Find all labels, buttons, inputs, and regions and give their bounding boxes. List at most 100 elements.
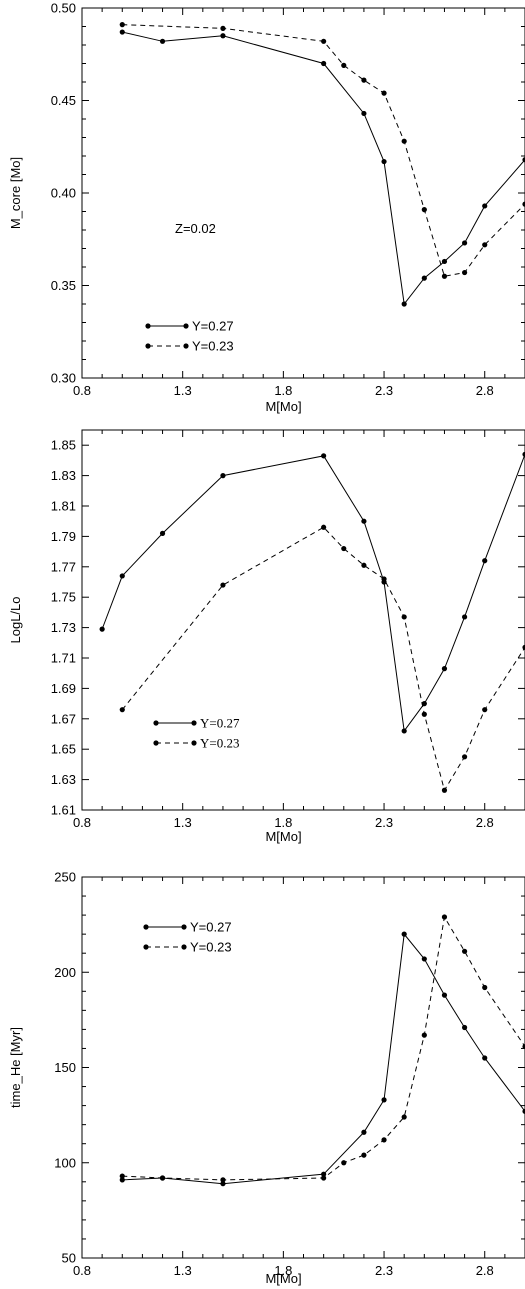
- data-point: [220, 582, 226, 588]
- data-point: [119, 707, 125, 713]
- series-line-1: [122, 31, 525, 306]
- y-tick-label: 1.75: [51, 590, 76, 605]
- legend-marker: [183, 343, 189, 349]
- y-tick-label: 100: [54, 1155, 76, 1170]
- y-tick-label: 1.85: [51, 438, 76, 453]
- data-point: [321, 38, 327, 44]
- y-tick-label: 0.35: [51, 278, 76, 293]
- x-axis-label: M[Mo]: [265, 829, 301, 844]
- series-line-2: [122, 915, 525, 1181]
- legend-label-1: Y=0.27: [190, 920, 232, 935]
- series-line-2: [121, 526, 525, 792]
- data-point: [522, 1043, 525, 1050]
- data-point: [220, 33, 226, 39]
- data-point: [441, 914, 448, 920]
- data-point: [461, 948, 468, 954]
- y-tick-label: 0.45: [51, 93, 76, 108]
- data-point: [482, 707, 488, 713]
- data-point: [119, 29, 125, 35]
- data-point: [321, 524, 327, 530]
- data-point: [341, 62, 347, 68]
- y-axis-label: LogL/Lo: [8, 597, 23, 644]
- data-point: [159, 530, 166, 536]
- legend-marker: [191, 740, 197, 746]
- y-tick-label: 1.69: [51, 681, 76, 696]
- x-tick-label: 1.8: [274, 1263, 292, 1278]
- plot-frame: [81, 7, 525, 379]
- x-tick-label: 1.8: [274, 815, 292, 830]
- x-tick-label: 2.8: [476, 383, 494, 398]
- series-line-1: [101, 454, 525, 733]
- data-point: [522, 201, 525, 207]
- data-point: [441, 787, 448, 793]
- data-point: [441, 258, 448, 265]
- data-point: [361, 77, 367, 83]
- y-tick-label: 1.71: [51, 651, 76, 666]
- legend-marker: [181, 944, 187, 950]
- data-point: [401, 931, 407, 937]
- data-point: [401, 301, 407, 307]
- legend-marker: [145, 323, 151, 329]
- annotation-text: Z=0.02: [175, 221, 216, 236]
- data-point: [522, 644, 525, 650]
- data-point: [321, 60, 327, 67]
- chart-panel-2: 0.8 1.3 1.8 2.3 2.8 1.61 1.63 1.65 1.67 1.69 1.71 1…: [8, 429, 525, 844]
- y-tick-label: 1.81: [51, 499, 76, 514]
- x-tick-label: 2.3: [375, 1263, 393, 1278]
- data-point: [421, 956, 427, 962]
- data-point: [522, 157, 525, 163]
- y-tick-label: 1.79: [51, 529, 76, 544]
- plot-frame: [81, 429, 525, 811]
- data-point: [381, 1097, 387, 1103]
- data-point: [381, 90, 387, 96]
- data-point: [421, 207, 427, 213]
- x-tick-label: 0.8: [73, 815, 91, 830]
- data-point: [321, 1171, 327, 1177]
- data-point: [482, 242, 488, 248]
- data-point: [361, 110, 367, 117]
- data-point: [361, 518, 367, 524]
- plot-frame: [81, 876, 525, 1259]
- y-tick-label: 1.83: [51, 468, 76, 483]
- data-point: [482, 558, 488, 564]
- y-tick-label: 0.50: [51, 1, 76, 16]
- data-point: [441, 273, 448, 279]
- y-tick-label: 250: [54, 870, 76, 885]
- data-point: [119, 1177, 125, 1183]
- data-point: [159, 1175, 166, 1181]
- y-axis-label: time_He [Myr]: [8, 1027, 23, 1108]
- data-point: [401, 1114, 407, 1120]
- data-point: [421, 711, 427, 717]
- data-point: [119, 573, 125, 579]
- data-point: [522, 451, 525, 457]
- data-point: [119, 1173, 125, 1179]
- data-point: [441, 666, 448, 672]
- legend-marker: [191, 720, 197, 726]
- data-point: [401, 728, 407, 734]
- data-point: [220, 1177, 226, 1183]
- data-point: [401, 138, 407, 144]
- data-point: [482, 984, 488, 991]
- legend-marker: [145, 343, 151, 349]
- data-point: [361, 1152, 367, 1158]
- y-axis-label: M_core [Mo]: [8, 157, 23, 229]
- x-tick-label: 1.3: [174, 383, 192, 398]
- data-point: [119, 22, 125, 28]
- y-tick-label: 0.40: [51, 186, 76, 201]
- y-tick-label: 1.77: [51, 559, 76, 574]
- data-point: [461, 1024, 468, 1031]
- y-tick-label: 1.61: [51, 803, 76, 818]
- x-tick-label: 2.8: [476, 815, 494, 830]
- data-point: [220, 1181, 226, 1187]
- data-point: [321, 453, 327, 459]
- chart-panel-1: 0.8 1.3 1.8 2.3 2.8 0.30 0.35 0.40 0.45 0.50 M[Mo]…: [8, 1, 525, 414]
- series-line-2: [122, 24, 525, 277]
- data-point: [401, 614, 407, 620]
- data-point: [421, 275, 427, 281]
- x-tick-label: 1.3: [174, 1263, 192, 1278]
- legend-marker: [153, 740, 159, 746]
- data-point: [361, 562, 367, 568]
- data-point: [421, 1032, 427, 1038]
- legend-marker: [143, 944, 149, 950]
